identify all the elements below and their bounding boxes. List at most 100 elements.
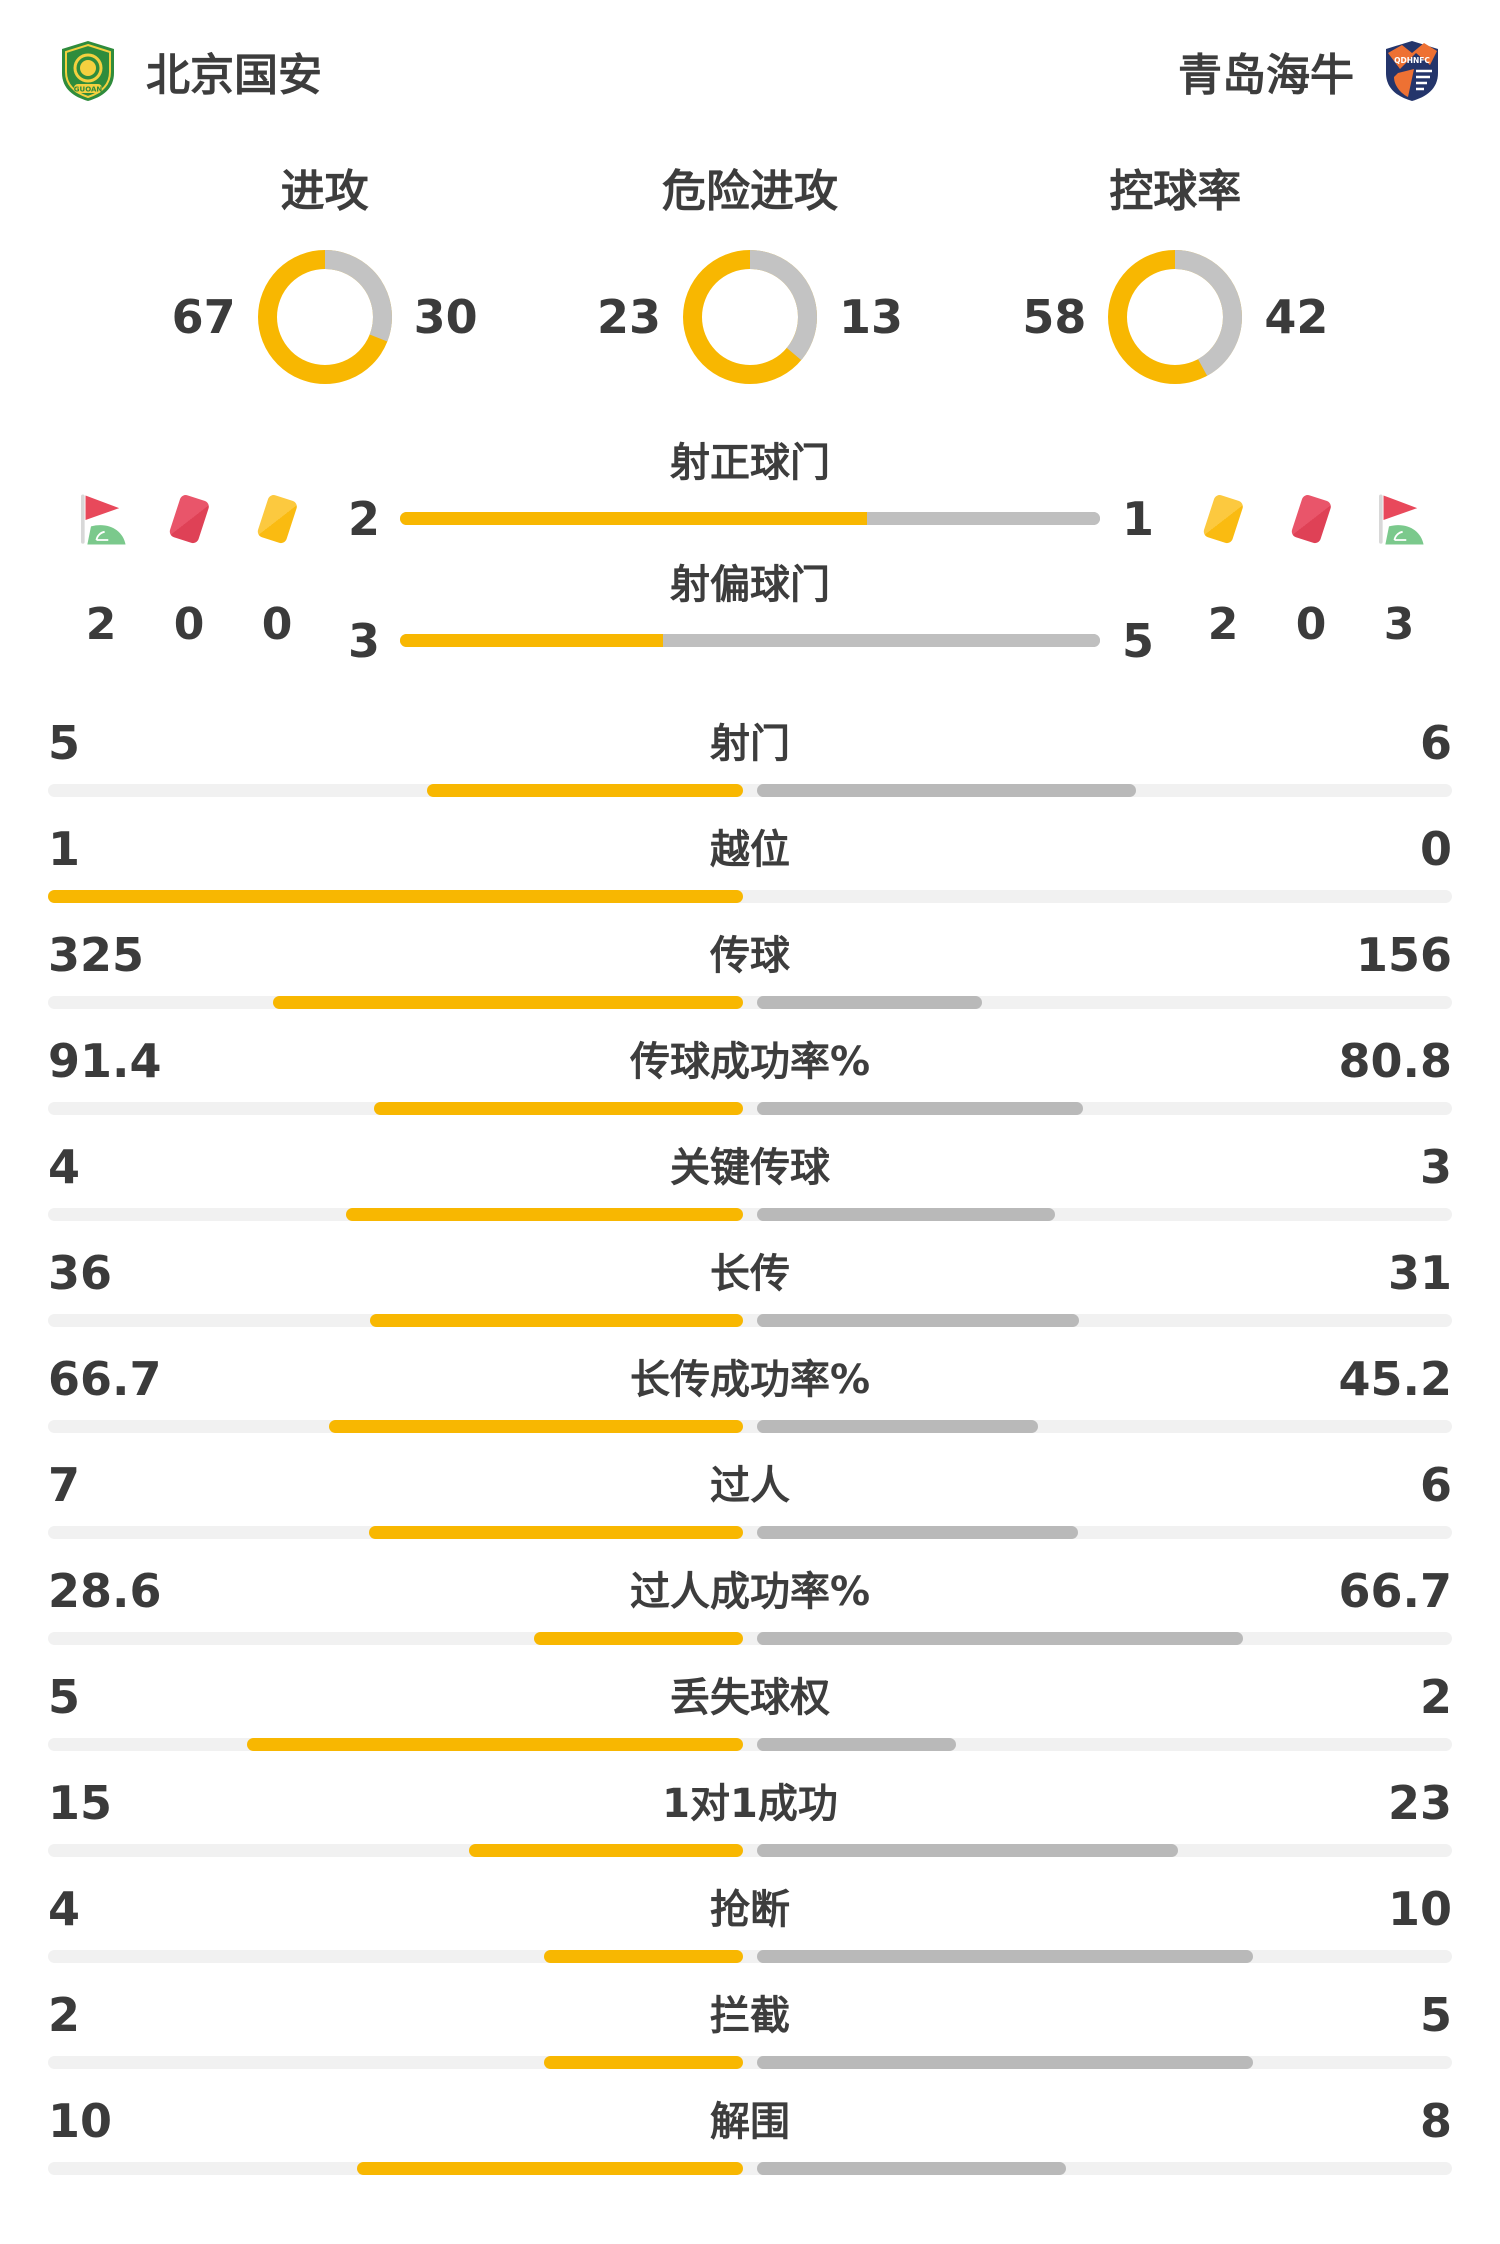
svg-text:QDHNFC: QDHNFC xyxy=(1394,56,1430,65)
home-value: 23 xyxy=(596,290,661,344)
away-stat-value: 10 xyxy=(1387,1882,1452,1936)
home-bar-segment xyxy=(356,2162,743,2175)
home-bar-segment xyxy=(273,996,743,1009)
stat-bar-track xyxy=(48,1102,1452,1115)
stat-row: 1 越位 0 xyxy=(48,816,1452,914)
stat-bar-track xyxy=(48,1526,1452,1539)
home-stat-value: 1 xyxy=(48,822,81,876)
shots-on-target-bar xyxy=(400,512,1100,525)
yellow-card-icon xyxy=(1203,495,1243,544)
stat-row: 66.7 长传成功率% 45.2 xyxy=(48,1346,1452,1444)
stat-row: 28.6 过人成功率% 66.7 xyxy=(48,1558,1452,1656)
home-stat-value: 15 xyxy=(48,1776,113,1830)
home-stat-value: 10 xyxy=(48,2094,113,2148)
home-bar-segment xyxy=(400,634,663,647)
corner-flag-icon xyxy=(81,494,126,545)
away-stat-value: 6 xyxy=(1419,1458,1452,1512)
home-value: 58 xyxy=(1022,290,1087,344)
stat-bar-track xyxy=(48,1208,1452,1221)
home-yellow-cards: 0 xyxy=(246,490,308,650)
stat-bar-track xyxy=(48,1844,1452,1857)
stat-bar-track xyxy=(48,1632,1452,1645)
stat-label: 关键传球 xyxy=(670,1145,830,1191)
stat-bar-track xyxy=(48,1950,1452,1963)
stat-row: 91.4 传球成功率% 80.8 xyxy=(48,1028,1452,1126)
away-stat-value: 2 xyxy=(1419,1670,1452,1724)
corner-flag-icon xyxy=(1379,494,1424,545)
away-bar-segment xyxy=(757,1420,1038,1433)
away-corner-count: 3 xyxy=(1383,599,1415,650)
away-shots-on-target: 1 xyxy=(1122,492,1155,546)
donut-chart-possession xyxy=(1108,250,1243,384)
away-bar-segment xyxy=(757,1314,1079,1327)
stat-bar-track xyxy=(48,2162,1452,2175)
red-card-icon xyxy=(1291,495,1331,544)
home-stat-value: 5 xyxy=(48,716,81,770)
donut-group-possession: 控球率 58 42 xyxy=(963,168,1388,384)
away-team: 青岛海牛 QDHNFC xyxy=(1178,39,1444,103)
shots-on-target-label: 射正球门 xyxy=(670,440,830,486)
stat-label: 过人 xyxy=(710,1463,790,1509)
home-stat-value: 325 xyxy=(48,928,145,982)
stat-row: 5 射门 6 xyxy=(48,710,1452,808)
home-stat-value: 5 xyxy=(48,1670,81,1724)
away-bar-segment xyxy=(757,996,983,1009)
away-value: 13 xyxy=(839,290,904,344)
stat-row: 15 1对1成功 23 xyxy=(48,1770,1452,1868)
stat-bar-track xyxy=(48,1314,1452,1327)
home-team-name: 北京国安 xyxy=(146,50,322,101)
home-bar-segment xyxy=(246,1738,743,1751)
home-stat-value: 4 xyxy=(48,1882,81,1936)
away-team-name: 青岛海牛 xyxy=(1178,50,1354,101)
home-stat-value: 36 xyxy=(48,1246,113,1300)
away-red-card-count: 0 xyxy=(1295,599,1327,650)
home-corner-count: 2 xyxy=(85,599,117,650)
home-stat-value: 66.7 xyxy=(48,1352,162,1406)
home-yellow-card-count: 0 xyxy=(261,599,293,650)
away-team-logo-icon: QDHNFC xyxy=(1386,41,1438,101)
away-bar-segment xyxy=(757,1738,956,1751)
home-bar-segment xyxy=(544,2056,743,2069)
stat-row: 7 过人 6 xyxy=(48,1452,1452,1550)
away-bar-segment xyxy=(757,1526,1078,1539)
stat-label: 解围 xyxy=(710,2099,790,2145)
stat-label: 抢断 xyxy=(710,1887,790,1933)
away-stat-value: 0 xyxy=(1419,822,1452,876)
away-value: 30 xyxy=(413,290,478,344)
shots-off-target-label: 射偏球门 xyxy=(670,562,830,608)
stat-bar-track xyxy=(48,1420,1452,1433)
shots-and-discipline-band: 2 0 0 2 xyxy=(0,440,1500,680)
away-bar-segment xyxy=(757,1208,1055,1221)
stat-row: 4 关键传球 3 xyxy=(48,1134,1452,1232)
home-stat-value: 7 xyxy=(48,1458,81,1512)
home-stat-value: 2 xyxy=(48,1988,81,2042)
away-yellow-cards: 2 xyxy=(1192,490,1254,650)
stat-bar-track xyxy=(48,1738,1452,1751)
home-bar-segment xyxy=(48,890,743,903)
away-stat-value: 3 xyxy=(1419,1140,1452,1194)
away-red-cards: 0 xyxy=(1280,490,1342,650)
away-bar-segment xyxy=(757,1844,1178,1857)
away-bar-segment xyxy=(757,1950,1254,1963)
stat-label: 1对1成功 xyxy=(662,1781,838,1827)
away-stat-value: 8 xyxy=(1419,2094,1452,2148)
donut-charts-row: 进攻 67 30 危险进攻 23 13 控球率 xyxy=(0,168,1500,384)
stat-bar-track xyxy=(48,2056,1452,2069)
stat-label: 射门 xyxy=(710,721,790,767)
stat-label: 丢失球权 xyxy=(670,1675,830,1721)
home-stat-value: 28.6 xyxy=(48,1564,162,1618)
stat-label: 长传成功率% xyxy=(629,1357,871,1403)
donut-label: 进攻 xyxy=(280,166,369,217)
away-stat-value: 80.8 xyxy=(1338,1034,1453,1088)
home-bar-segment xyxy=(368,1526,743,1539)
home-corners: 2 xyxy=(70,490,132,650)
away-stat-value: 31 xyxy=(1387,1246,1452,1300)
match-header: GUOAN 北京国安 青岛海牛 QDHNFC xyxy=(0,38,1500,104)
away-stat-value: 5 xyxy=(1419,1988,1452,2042)
stat-bar-track xyxy=(48,784,1452,797)
away-shots-off-target: 5 xyxy=(1122,614,1155,668)
donut-label: 危险进攻 xyxy=(661,166,838,217)
shots-off-target-bar xyxy=(400,634,1100,647)
stat-label: 长传 xyxy=(710,1251,790,1297)
home-red-card-count: 0 xyxy=(173,599,205,650)
